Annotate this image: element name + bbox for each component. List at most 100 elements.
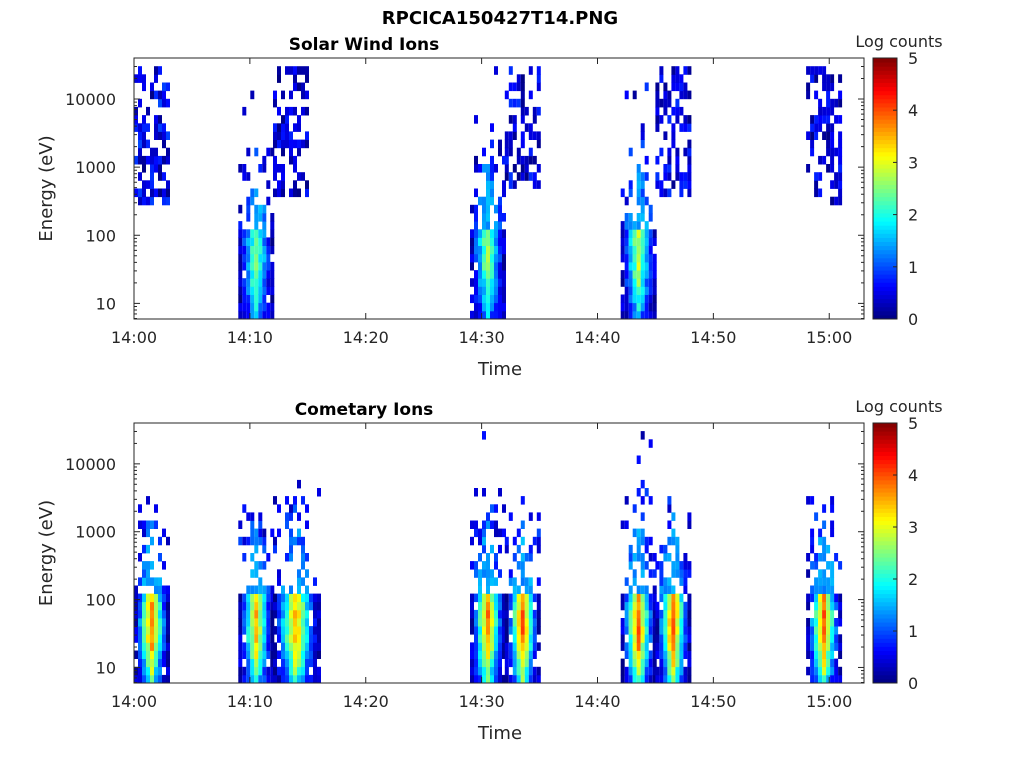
spectrogram-cell — [636, 196, 641, 206]
spectrogram-cell — [262, 544, 267, 554]
spectrogram-cell — [273, 658, 277, 668]
spectrogram-cell — [482, 229, 486, 238]
colorbar-swatch — [873, 528, 897, 534]
spectrogram-cell — [536, 626, 541, 635]
spectrogram-cell — [663, 106, 668, 116]
spectrogram-cell — [250, 528, 255, 538]
spectrogram-cell — [512, 626, 517, 635]
spectrogram-cell — [478, 286, 482, 295]
spectrogram-cell — [270, 642, 275, 651]
spectrogram-cell — [644, 302, 649, 312]
colorbar-swatch — [873, 642, 897, 647]
spectrogram-cell — [652, 286, 657, 295]
spectrogram-cell — [166, 674, 170, 684]
spectrogram-cell — [254, 229, 259, 238]
colorbar-swatch — [873, 115, 897, 120]
spectrogram-cell — [309, 642, 313, 651]
spectrogram-cell — [822, 593, 827, 603]
spectrogram-cell — [242, 601, 247, 611]
spectrogram-cell — [138, 520, 142, 529]
spectrogram-cell — [671, 593, 676, 603]
spectrogram-cell — [524, 650, 529, 659]
spectrogram-cell — [166, 536, 170, 546]
spectrogram-cell — [150, 609, 154, 619]
spectrogram-cell — [486, 553, 490, 562]
spectrogram-cell — [504, 658, 509, 668]
spectrogram-cell — [478, 196, 482, 206]
spectrogram-cell — [536, 66, 541, 75]
spectrogram-cell — [142, 666, 146, 676]
spectrogram-cell — [636, 286, 641, 295]
spectrogram-cell — [293, 74, 297, 83]
spectrogram-cell — [814, 561, 819, 570]
spectrogram-cell — [818, 666, 823, 676]
spectrogram-cell — [474, 609, 478, 619]
spectrogram-cell — [620, 626, 625, 635]
spectrogram-cell — [624, 90, 629, 100]
spectrogram-cell — [301, 609, 305, 619]
colorbar-swatch — [873, 151, 897, 157]
colorbar-swatch — [873, 286, 897, 291]
spectrogram-cell — [250, 666, 255, 676]
spectrogram-cell — [679, 674, 684, 684]
spectrogram-cell — [246, 196, 251, 206]
spectrogram-cell — [687, 650, 692, 659]
spectrogram-cell — [628, 229, 633, 238]
spectrogram-cell — [667, 634, 672, 643]
spectrogram-cell — [313, 658, 317, 668]
spectrogram-cell — [830, 601, 835, 611]
spectrogram-cell — [822, 544, 827, 554]
spectrogram-cell — [146, 577, 150, 586]
spectrogram-cell — [270, 286, 275, 295]
spectrogram-cell — [250, 253, 255, 263]
spectrogram-cell — [266, 585, 271, 594]
spectrogram-cell — [663, 164, 668, 173]
spectrogram-cell — [154, 609, 158, 619]
spectrogram-cell — [671, 634, 676, 643]
colorbar-swatch — [873, 459, 897, 465]
spectrogram-cell — [632, 553, 637, 562]
spectrogram-cell — [162, 196, 166, 206]
spectrogram-cell — [305, 504, 309, 513]
spectrogram-cell — [536, 666, 541, 676]
spectrogram-cell — [150, 172, 154, 181]
spectrogram-cell — [667, 601, 672, 611]
spectrogram-cell — [154, 164, 158, 173]
spectrogram-cell — [679, 172, 684, 181]
spectrogram-cell — [504, 618, 509, 627]
colorbar-swatch — [873, 200, 897, 206]
spectrogram-cell — [486, 618, 490, 627]
spectrogram-cell — [640, 131, 645, 140]
spectrogram-cell — [502, 253, 506, 263]
spectrogram-cell — [504, 674, 509, 684]
spectrogram-cell — [818, 569, 823, 578]
colorbar-swatch — [873, 310, 897, 316]
spectrogram-cell — [502, 180, 506, 189]
spectrogram-cell — [675, 601, 680, 611]
spectrogram-cell — [254, 237, 259, 246]
spectrogram-cell — [270, 221, 275, 230]
spectrogram-cell — [258, 585, 263, 594]
spectrogram-cell — [667, 147, 672, 157]
spectrogram-cell — [317, 593, 321, 603]
spectrogram-cell — [317, 626, 321, 635]
spectrogram-cell — [508, 172, 513, 181]
spectrogram-cell — [138, 172, 142, 181]
spectrogram-cell — [478, 261, 482, 271]
spectrogram-cell — [640, 431, 645, 440]
colorbar-frame — [872, 422, 898, 684]
spectrogram-cell — [142, 74, 146, 83]
spectrogram-cell — [536, 74, 541, 83]
spectrogram-cell — [620, 634, 625, 643]
spectrogram-cell — [528, 601, 533, 611]
spectrogram-cell — [636, 488, 641, 497]
spectrogram-cell — [154, 90, 158, 100]
spectrogram-cell — [277, 569, 281, 578]
spectrogram-cell — [655, 666, 660, 676]
colorbar-swatch — [873, 488, 897, 493]
spectrogram-cell — [293, 106, 297, 116]
spectrogram-cell — [297, 479, 301, 489]
spectrogram-cell — [644, 634, 649, 643]
spectrogram-cell — [478, 674, 482, 684]
spectrogram-cell — [313, 650, 317, 659]
